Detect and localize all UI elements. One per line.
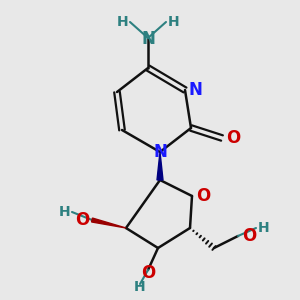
Text: N: N	[188, 81, 202, 99]
Text: H: H	[258, 221, 270, 235]
Text: N: N	[153, 143, 167, 161]
Text: H: H	[168, 15, 180, 29]
Text: O: O	[226, 129, 240, 147]
Text: O: O	[242, 227, 256, 245]
Polygon shape	[92, 218, 126, 228]
Text: O: O	[141, 264, 155, 282]
Text: H: H	[134, 280, 146, 294]
Text: H: H	[116, 15, 128, 29]
Text: O: O	[75, 211, 89, 229]
Polygon shape	[157, 152, 163, 180]
Text: O: O	[196, 187, 210, 205]
Text: H: H	[58, 205, 70, 219]
Text: N: N	[141, 30, 155, 48]
